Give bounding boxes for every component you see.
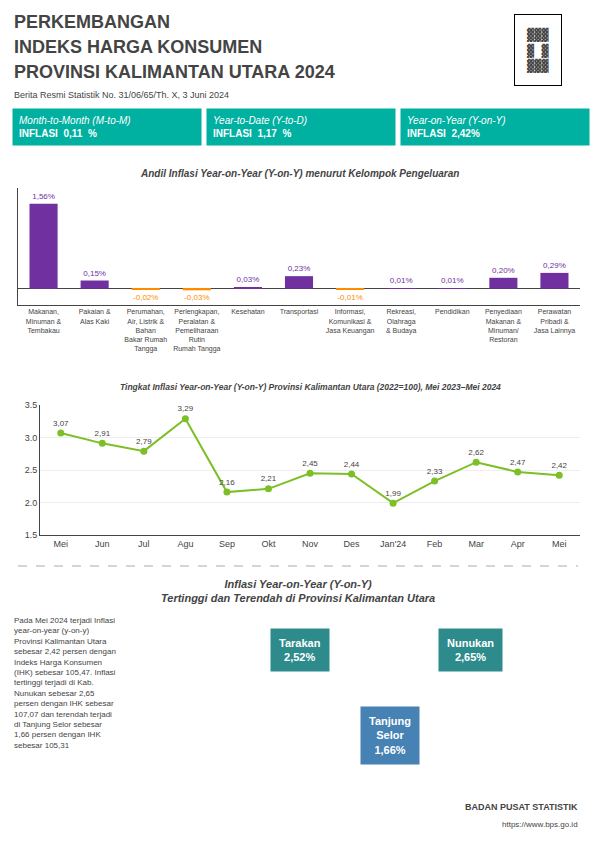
svg-text:Mei: Mei xyxy=(54,539,69,549)
svg-text:Perumahan,Air, Listrik &BahanB: Perumahan,Air, Listrik &BahanBakar Rumah… xyxy=(124,308,167,352)
svg-text:2,42: 2,42 xyxy=(551,461,567,470)
svg-text:1,56%: 1,56% xyxy=(32,192,55,201)
svg-text:2,45: 2,45 xyxy=(302,459,318,468)
svg-text:0,15%: 0,15% xyxy=(83,269,106,278)
svg-text:INDEKS HARGA KONSUMEN: INDEKS HARGA KONSUMEN xyxy=(14,37,262,57)
svg-text:-0,01%: -0,01% xyxy=(337,293,362,302)
svg-text:Mar: Mar xyxy=(468,539,484,549)
svg-text:Rekreasi,Olahraga& Budaya: Rekreasi,Olahraga& Budaya xyxy=(386,308,416,334)
svg-text:Tarakan2,52%: Tarakan2,52% xyxy=(279,637,321,663)
svg-text:Informasi,Komunikasi &Jasa Keu: Informasi,Komunikasi &Jasa Keuangan xyxy=(326,308,375,334)
svg-text:2,91: 2,91 xyxy=(95,429,111,438)
svg-text:3,29: 3,29 xyxy=(178,404,194,413)
svg-text:2,21: 2,21 xyxy=(261,474,277,483)
svg-text:Nov: Nov xyxy=(302,539,319,549)
svg-text:2.5: 2.5 xyxy=(25,465,38,475)
svg-text:Year-to-Date (Y-to-D)INFLASI: Year-to-Date (Y-to-D)INFLASI 1,17 % xyxy=(213,115,307,139)
svg-text:-0,03%: -0,03% xyxy=(184,293,209,302)
svg-text:0,01%: 0,01% xyxy=(441,276,464,285)
svg-text:TanjungSelor1,66%: TanjungSelor1,66% xyxy=(369,715,411,756)
svg-text:Agu: Agu xyxy=(177,539,193,549)
svg-text:Jun: Jun xyxy=(95,539,110,549)
svg-text:Berita Resmi Statistik No. 31/: Berita Resmi Statistik No. 31/06/65/Th. … xyxy=(14,90,229,100)
svg-text:Okt: Okt xyxy=(261,539,276,549)
svg-text:1.5: 1.5 xyxy=(25,530,38,540)
svg-text:PerawatanPribadi &Jasa Lainnya: PerawatanPribadi &Jasa Lainnya xyxy=(534,308,575,334)
svg-text:PERKEMBANGAN: PERKEMBANGAN xyxy=(14,12,170,32)
svg-text:Kesehatan: Kesehatan xyxy=(231,308,265,315)
svg-text:▓▓▓▓ ▓▓▓▓: ▓▓▓▓ ▓▓▓▓ xyxy=(527,27,549,73)
svg-text:0,20%: 0,20% xyxy=(492,266,515,275)
svg-text:Makanan,Minuman &Tembakau: Makanan,Minuman &Tembakau xyxy=(26,308,62,333)
svg-text:Andil Inflasi Year-on-Year (Y-: Andil Inflasi Year-on-Year (Y-on-Y) menu… xyxy=(140,168,459,179)
svg-text:-0,02%: -0,02% xyxy=(133,293,158,302)
svg-text:Year-on-Year (Y-on-Y)INFLASI: Year-on-Year (Y-on-Y)INFLASI 2,42% xyxy=(407,115,506,139)
svg-text:Nunukan2,65%: Nunukan2,65% xyxy=(447,637,494,663)
svg-text:BADAN PUSAT STATISTIK: BADAN PUSAT STATISTIK xyxy=(465,802,578,812)
svg-text:0,03%: 0,03% xyxy=(237,275,260,284)
svg-text:PROVINSI KALIMANTAN UTARA 2024: PROVINSI KALIMANTAN UTARA 2024 xyxy=(14,62,335,82)
svg-text:Pakaian &Alas Kaki: Pakaian &Alas Kaki xyxy=(79,308,111,324)
svg-text:Pendidikan: Pendidikan xyxy=(435,308,470,315)
svg-text:2,16: 2,16 xyxy=(219,478,235,487)
svg-text:Month-to-Month (M-to-M)INFLASI: Month-to-Month (M-to-M)INFLASI 0,11 % xyxy=(19,115,131,139)
svg-text:3.0: 3.0 xyxy=(25,433,38,443)
svg-text:2,44: 2,44 xyxy=(344,460,360,469)
svg-text:2,62: 2,62 xyxy=(468,448,484,457)
svg-text:Pada Mei 2024 terjadi Inflasiy: Pada Mei 2024 terjadi Inflasiyear-on-yea… xyxy=(14,616,116,750)
svg-text:2,47: 2,47 xyxy=(510,458,526,467)
svg-text:2,33: 2,33 xyxy=(427,467,443,476)
svg-text:Des: Des xyxy=(344,539,361,549)
svg-text:PenyediaanMakanan &Minuman/Res: PenyediaanMakanan &Minuman/Restoran xyxy=(485,308,522,342)
svg-text:3,07: 3,07 xyxy=(53,419,69,428)
svg-text:Perlengkapan,Peralatan &Pemeli: Perlengkapan,Peralatan &PemeliharaanRuti… xyxy=(173,308,220,352)
svg-text:2,79: 2,79 xyxy=(136,437,152,446)
svg-text:Jul: Jul xyxy=(138,539,150,549)
svg-text:2.0: 2.0 xyxy=(25,498,38,508)
svg-text:1,99: 1,99 xyxy=(385,489,401,498)
svg-text:Mei: Mei xyxy=(552,539,567,549)
svg-text:0,01%: 0,01% xyxy=(390,276,413,285)
svg-text:Inflasi Year-on-Year (Y-on-Y)T: Inflasi Year-on-Year (Y-on-Y)Tertinggi d… xyxy=(161,578,435,604)
svg-text:Apr: Apr xyxy=(511,539,525,549)
svg-text:Feb: Feb xyxy=(427,539,443,549)
svg-text:Tingkat Inflasi Year-on-Year (: Tingkat Inflasi Year-on-Year (Y-on-Y) Pr… xyxy=(120,382,501,392)
svg-text:0,29%: 0,29% xyxy=(543,261,566,270)
svg-text:Sep: Sep xyxy=(219,539,235,549)
svg-text:3.5: 3.5 xyxy=(25,400,38,410)
svg-text:https://www.bps.go.id: https://www.bps.go.id xyxy=(502,820,578,829)
svg-text:Transportasi: Transportasi xyxy=(280,308,319,316)
svg-text:0,23%: 0,23% xyxy=(288,264,311,273)
svg-text:Jan'24: Jan'24 xyxy=(380,539,406,549)
